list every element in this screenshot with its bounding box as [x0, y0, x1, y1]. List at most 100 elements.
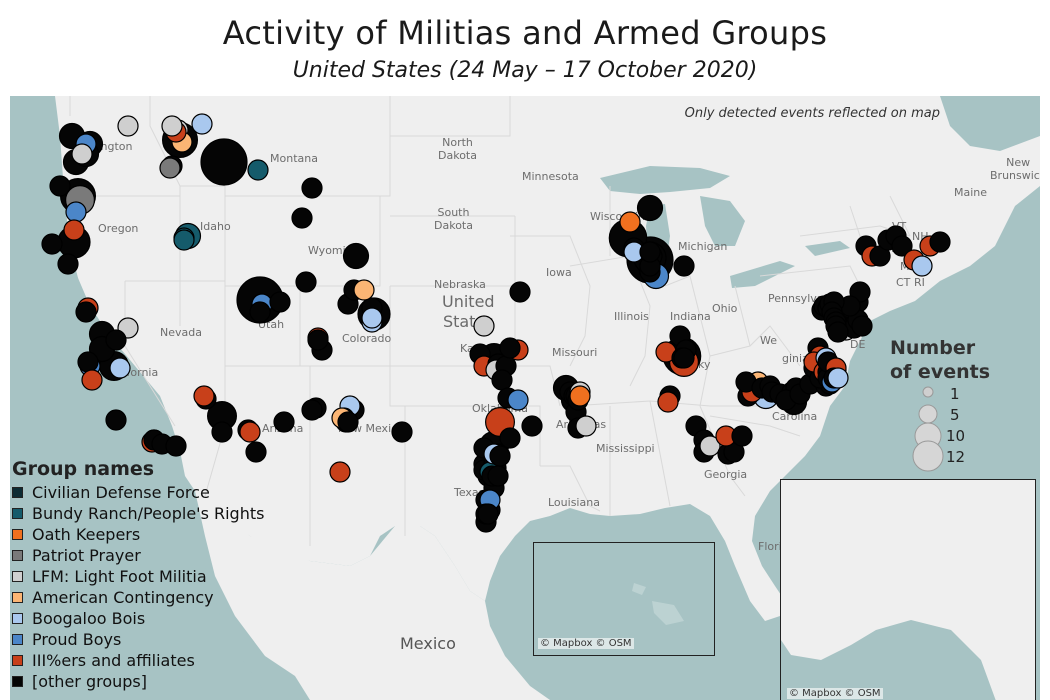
event-marker[interactable]	[731, 425, 753, 447]
event-marker[interactable]	[81, 369, 103, 391]
event-marker[interactable]	[619, 211, 641, 233]
event-marker[interactable]	[161, 115, 183, 137]
legend-swatch	[12, 592, 23, 603]
event-marker[interactable]	[851, 315, 873, 337]
event-marker[interactable]	[521, 415, 543, 437]
legend-swatch	[12, 613, 23, 624]
event-marker[interactable]	[211, 421, 233, 443]
event-marker[interactable]	[499, 337, 521, 359]
legend-swatch	[12, 571, 23, 582]
event-marker[interactable]	[507, 389, 529, 411]
event-marker[interactable]	[63, 219, 85, 241]
event-marker[interactable]	[41, 233, 63, 255]
event-marker[interactable]	[239, 421, 261, 443]
event-marker[interactable]	[361, 307, 383, 329]
event-marker[interactable]	[329, 461, 351, 483]
legend-item[interactable]: Boogaloo Bois	[12, 608, 292, 629]
event-marker[interactable]	[337, 411, 359, 433]
event-marker[interactable]	[575, 415, 597, 437]
event-marker[interactable]	[165, 435, 187, 457]
event-marker[interactable]	[473, 315, 495, 337]
size-legend-1: 1	[950, 385, 960, 403]
legend-item[interactable]: Bundy Ranch/People's Rights	[12, 503, 292, 524]
event-marker[interactable]	[71, 143, 93, 165]
event-marker[interactable]	[301, 399, 323, 421]
legend-swatch	[12, 529, 23, 540]
event-marker[interactable]	[509, 281, 531, 303]
event-marker[interactable]	[353, 279, 375, 301]
legend-label: Patriot Prayer	[32, 546, 141, 565]
hawaii-islands	[632, 583, 684, 625]
event-marker[interactable]	[342, 242, 370, 270]
place-label: South Dakota	[434, 206, 473, 232]
event-marker[interactable]	[307, 329, 329, 351]
alaska-credit: © Mapbox © OSM	[787, 688, 883, 699]
event-marker[interactable]	[159, 157, 181, 179]
event-marker[interactable]	[65, 201, 87, 223]
event-marker[interactable]	[301, 177, 323, 199]
event-marker[interactable]	[117, 115, 139, 137]
alaska-inset: © Mapbox © OSM	[780, 479, 1036, 700]
legend-item[interactable]: LFM: Light Foot Militia	[12, 566, 292, 587]
event-marker[interactable]	[200, 138, 248, 186]
event-marker[interactable]	[105, 329, 127, 351]
event-marker[interactable]	[49, 175, 71, 197]
legend-item[interactable]: Proud Boys	[12, 629, 292, 650]
land-mexico	[195, 491, 550, 700]
event-marker[interactable]	[673, 347, 695, 369]
event-marker[interactable]	[77, 351, 99, 373]
event-marker[interactable]	[109, 357, 131, 379]
event-markers	[41, 113, 951, 533]
event-marker[interactable]	[477, 503, 499, 525]
pacific-ocean	[10, 96, 270, 700]
legend-item[interactable]: Patriot Prayer	[12, 545, 292, 566]
legend-item[interactable]: Oath Keepers	[12, 524, 292, 545]
event-marker[interactable]	[699, 435, 721, 457]
size-legend-title: Number of events	[890, 337, 991, 383]
event-marker[interactable]	[247, 159, 269, 181]
alaska-land	[781, 480, 1035, 700]
place-label: Missouri	[552, 346, 598, 359]
event-marker[interactable]	[391, 421, 413, 443]
event-marker[interactable]	[291, 207, 313, 229]
event-marker[interactable]	[636, 194, 664, 222]
event-marker[interactable]	[911, 255, 933, 277]
legend-item[interactable]: III%ers and affiliates	[12, 650, 292, 671]
legend-item[interactable]: Civilian Defense Force	[12, 482, 292, 503]
event-marker[interactable]	[827, 367, 849, 389]
event-marker[interactable]	[105, 409, 127, 431]
event-marker[interactable]	[491, 369, 513, 391]
legend-label: Proud Boys	[32, 630, 122, 649]
event-marker[interactable]	[827, 321, 849, 343]
event-marker[interactable]	[191, 113, 213, 135]
size-legend-circles	[912, 386, 944, 472]
event-marker[interactable]	[57, 253, 79, 275]
map-note: Only detected events reflected on map	[684, 106, 940, 121]
event-marker[interactable]	[569, 385, 591, 407]
event-marker[interactable]	[75, 301, 97, 323]
event-marker[interactable]	[499, 427, 521, 449]
lake-ontario	[805, 241, 850, 256]
event-marker[interactable]	[639, 241, 661, 263]
legend-item[interactable]: [other groups]	[12, 671, 292, 692]
map-area[interactable]: ashington Montana North Dakota Minnesota Ore…	[10, 96, 1040, 700]
place-label: Maine	[954, 186, 988, 199]
event-marker[interactable]	[193, 385, 215, 407]
event-marker[interactable]	[673, 255, 695, 277]
event-marker[interactable]	[269, 291, 291, 313]
event-marker[interactable]	[487, 465, 509, 487]
legend-label: [other groups]	[32, 672, 147, 691]
event-marker[interactable]	[249, 301, 271, 323]
legend-item[interactable]: American Contingency	[12, 587, 292, 608]
event-marker[interactable]	[891, 235, 913, 257]
event-marker[interactable]	[245, 441, 267, 463]
event-marker[interactable]	[173, 229, 195, 251]
event-marker[interactable]	[273, 411, 295, 433]
event-marker[interactable]	[657, 391, 679, 413]
place-label: Nebraska	[434, 278, 486, 291]
event-marker[interactable]	[295, 271, 317, 293]
place-label: Michigan	[678, 240, 728, 253]
event-marker[interactable]	[489, 445, 511, 467]
event-marker[interactable]	[929, 231, 951, 253]
legend-label: American Contingency	[32, 588, 214, 607]
